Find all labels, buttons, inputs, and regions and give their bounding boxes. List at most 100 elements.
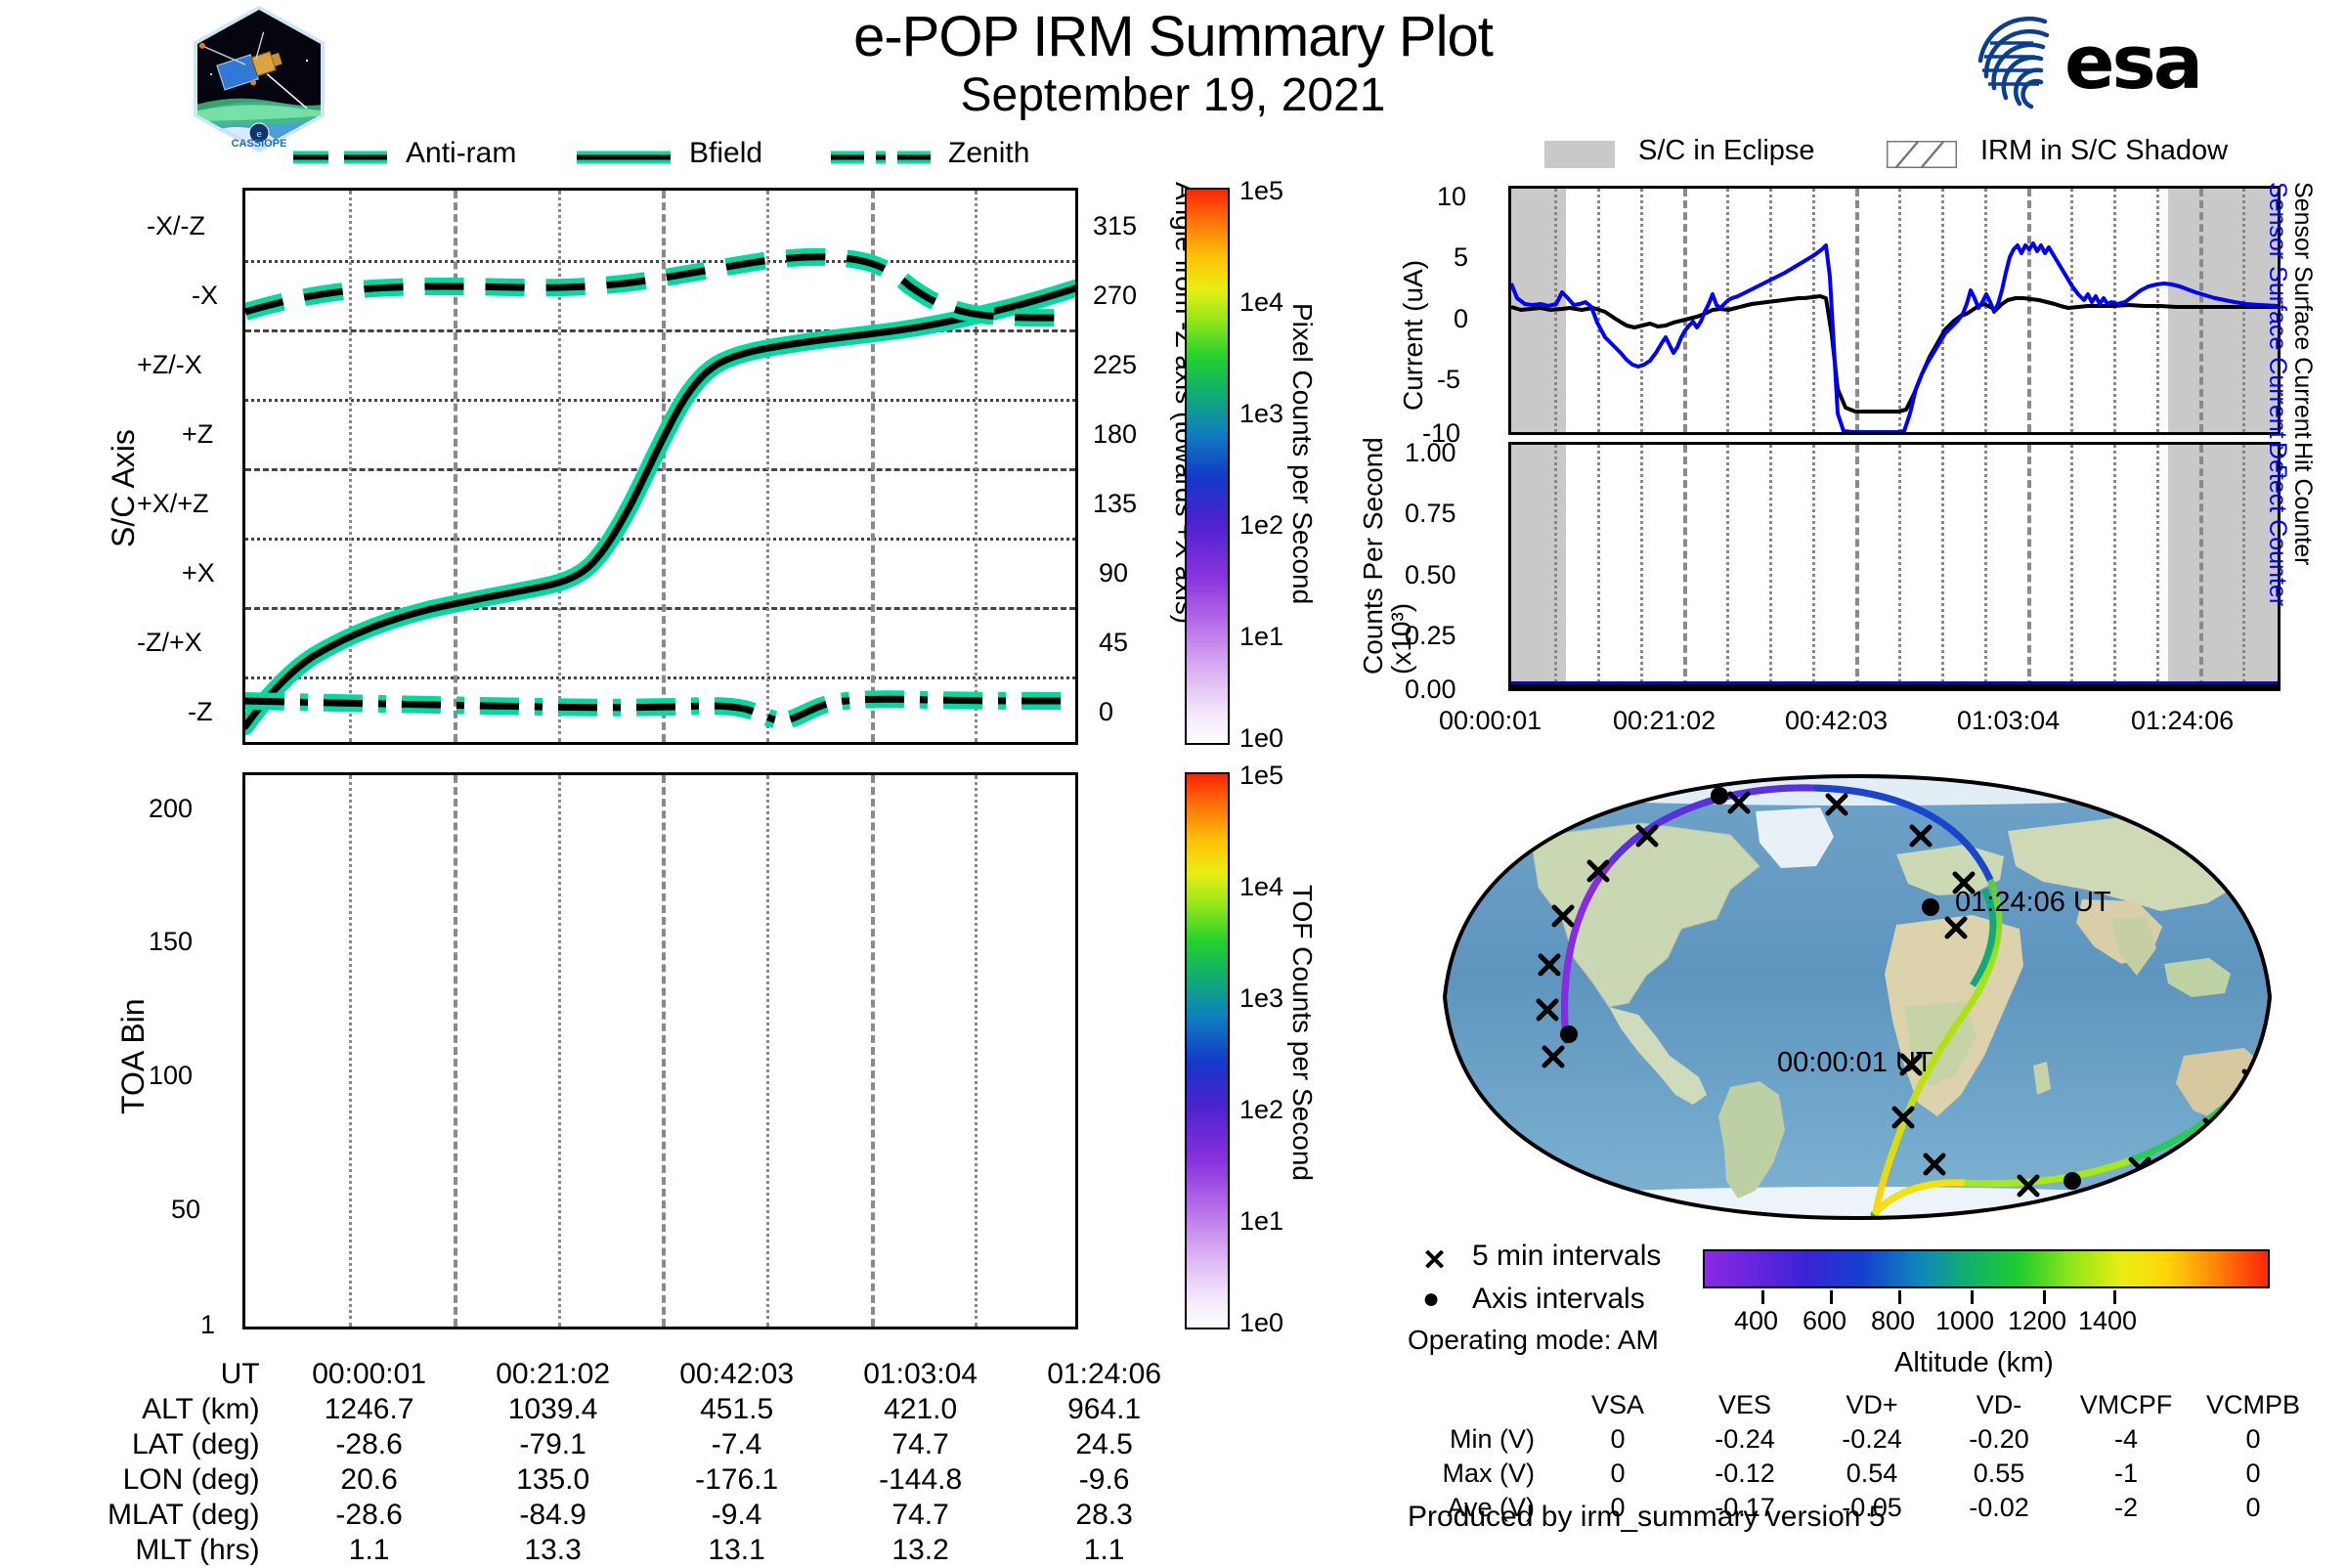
current-plot-legend: S/C in Eclipse IRM in S/C Shadow [1544, 135, 2307, 174]
alt-cb-tick-4: 1200 [2008, 1306, 2067, 1335]
voltage-col-header: VMCPF [2079, 1390, 2173, 1419]
voltage-cell: -0.02 [1969, 1493, 2029, 1522]
cnt-xtick-0: 00:00:01 [1439, 706, 1542, 735]
cnt-ytick-3: 0.25 [1405, 621, 1456, 650]
voltage-cell: 0 [1610, 1459, 1626, 1488]
ephemeris-cell: 964.1 [1067, 1393, 1142, 1425]
toa-ylabel: TOA Bin [115, 998, 151, 1114]
sc-ytick-right-7: 0 [1099, 697, 1114, 726]
ephemeris-cell: 1.1 [348, 1534, 390, 1566]
mission-logo-text: CASSIOPE [232, 138, 287, 150]
voltage-cell: -0.24 [1842, 1424, 1902, 1454]
current-right-label-black: Sensor Surface Current [2289, 182, 2317, 439]
cnt-xtick-3: 01:03:04 [1957, 706, 2061, 735]
sc-ytick-1: -X [192, 281, 218, 310]
counts-plot-area [1508, 442, 2281, 691]
voltage-cell: 0.55 [1973, 1459, 2025, 1488]
voltage-cell: -4 [2113, 1424, 2138, 1454]
sc-ytick-right-1: 270 [1093, 281, 1138, 310]
pixel-cb-tick-3: 1e2 [1239, 510, 1284, 540]
sc-ytick-right-4: 135 [1093, 489, 1138, 518]
cnt-xtick-4: 01:24:06 [2131, 706, 2235, 735]
voltage-cell: 0 [1610, 1493, 1626, 1522]
ephemeris-cell: 24.5 [1075, 1428, 1133, 1460]
voltage-cell: -0.17 [1715, 1493, 1775, 1522]
ephemeris-cell: 00:00:01 [312, 1358, 427, 1390]
pixel-colorbar-label: Pixel Counts per Second [1287, 303, 1318, 605]
svg-text:e: e [256, 130, 262, 140]
sc-ytick-5: +X [182, 558, 215, 588]
altitude-colorbar [1703, 1249, 2270, 1288]
voltage-cell: 0 [2245, 1493, 2261, 1522]
current-traces [1511, 241, 2278, 432]
shadow-hatch-swatch [1887, 141, 1957, 168]
table-row: LAT (deg) -28.6 -79.1 -7.4 74.7 24.5 [108, 1427, 1196, 1462]
counts-ylabel: Counts Per Second (x10³) [1358, 437, 1417, 675]
tof-cb-tick-5: 1e0 [1239, 1308, 1284, 1337]
ephemeris-cell: 1246.7 [324, 1393, 414, 1425]
anti-ram-line-swatch [293, 151, 387, 164]
ephemeris-row-label: MLT (hrs) [135, 1534, 260, 1566]
eclipse-region-end-counts [2168, 445, 2278, 688]
ephemeris-cell: 74.7 [891, 1499, 949, 1531]
voltage-cell: -0.05 [1842, 1493, 1902, 1522]
esa-logo: esa [1975, 14, 2326, 111]
map-end-time-label: 01:24:06 UT [1955, 887, 2111, 918]
voltage-row-label: Min (V) [1450, 1424, 1535, 1454]
voltage-cell: -0.24 [1715, 1424, 1775, 1454]
ephemeris-cell: 135.0 [516, 1463, 590, 1496]
sc-axis-plot-area [242, 188, 1078, 745]
pixel-cb-tick-0: 1e5 [1239, 176, 1284, 205]
sc-ytick-right-3: 180 [1093, 419, 1138, 449]
voltage-row-label: Ave (V) [1447, 1493, 1535, 1522]
sc-ytick-right-6: 45 [1099, 628, 1129, 657]
sc-axis-legend: Anti-ram Bfield Zenith [254, 137, 1029, 176]
ephemeris-row-label: UT [220, 1358, 260, 1390]
toa-ytick-4: 1 [200, 1310, 216, 1339]
tof-counts-colorbar [1185, 772, 1230, 1329]
ephemeris-cell: 28.3 [1075, 1499, 1133, 1531]
map-start-time-label: 00:00:01 UT [1777, 1047, 1933, 1078]
sc-ytick-0: -X/-Z [147, 211, 205, 240]
sc-ytick-7: -Z [188, 697, 213, 726]
ephemeris-row-label: MLAT (deg) [108, 1499, 260, 1531]
ephemeris-row-label: LON (deg) [122, 1463, 260, 1496]
page-date: September 19, 2021 [960, 69, 1386, 121]
voltage-cell: 0 [1610, 1424, 1626, 1454]
ephemeris-cell: 74.7 [891, 1428, 949, 1460]
voltage-cell: -0.12 [1715, 1459, 1775, 1488]
sc-ytick-3: +Z [182, 419, 214, 449]
ephemeris-row-label: ALT (km) [142, 1393, 260, 1425]
sc-ytick-2: +Z/-X [137, 350, 202, 379]
eclipse-region-start-counts [1511, 445, 1566, 688]
ephemeris-cell: 00:42:03 [679, 1358, 795, 1390]
sc-ytick-4: +X/+Z [137, 489, 209, 518]
cur-ytick-3: -5 [1437, 365, 1461, 394]
cnt-ytick-1: 0.75 [1405, 499, 1456, 528]
ephemeris-cell: 01:24:06 [1047, 1358, 1162, 1390]
detect-counter-trace [1511, 681, 2278, 686]
table-row: UT 00:00:01 00:21:02 00:42:03 01:03:04 01:24:… [108, 1357, 1196, 1392]
voltage-cell: 0.54 [1846, 1459, 1898, 1488]
ephemeris-cell: -9.6 [1078, 1463, 1130, 1496]
tof-cb-tick-1: 1e4 [1239, 872, 1284, 901]
voltage-cell: 0 [2245, 1424, 2261, 1454]
toa-ytick-2: 100 [149, 1061, 194, 1090]
bfield-line-swatch [577, 151, 671, 164]
ephemeris-cell: 01:03:04 [863, 1358, 978, 1390]
sc-ytick-right-2: 225 [1093, 350, 1138, 379]
sc-axis-traces [245, 247, 1075, 735]
voltage-col-header: VES [1717, 1390, 1772, 1419]
pixel-counts-colorbar [1185, 188, 1230, 745]
tof-cb-tick-2: 1e3 [1239, 983, 1284, 1013]
tof-colorbar-label: TOF Counts per Second [1287, 885, 1318, 1181]
alt-cb-tick-3: 1000 [1935, 1306, 1995, 1335]
legend-label-zenith: Zenith [948, 137, 1030, 169]
current-right-label-blue: Sensor Surface Current x 5 [2264, 182, 2291, 478]
ephemeris-cell: -7.4 [711, 1428, 762, 1460]
ephemeris-cell: 421.0 [884, 1393, 958, 1425]
ephemeris-cell: 00:21:02 [496, 1358, 611, 1390]
ephemeris-cell: 1039.4 [507, 1393, 598, 1425]
eclipse-swatch [1544, 141, 1615, 168]
page-title: e-POP IRM Summary Plot [853, 5, 1494, 68]
